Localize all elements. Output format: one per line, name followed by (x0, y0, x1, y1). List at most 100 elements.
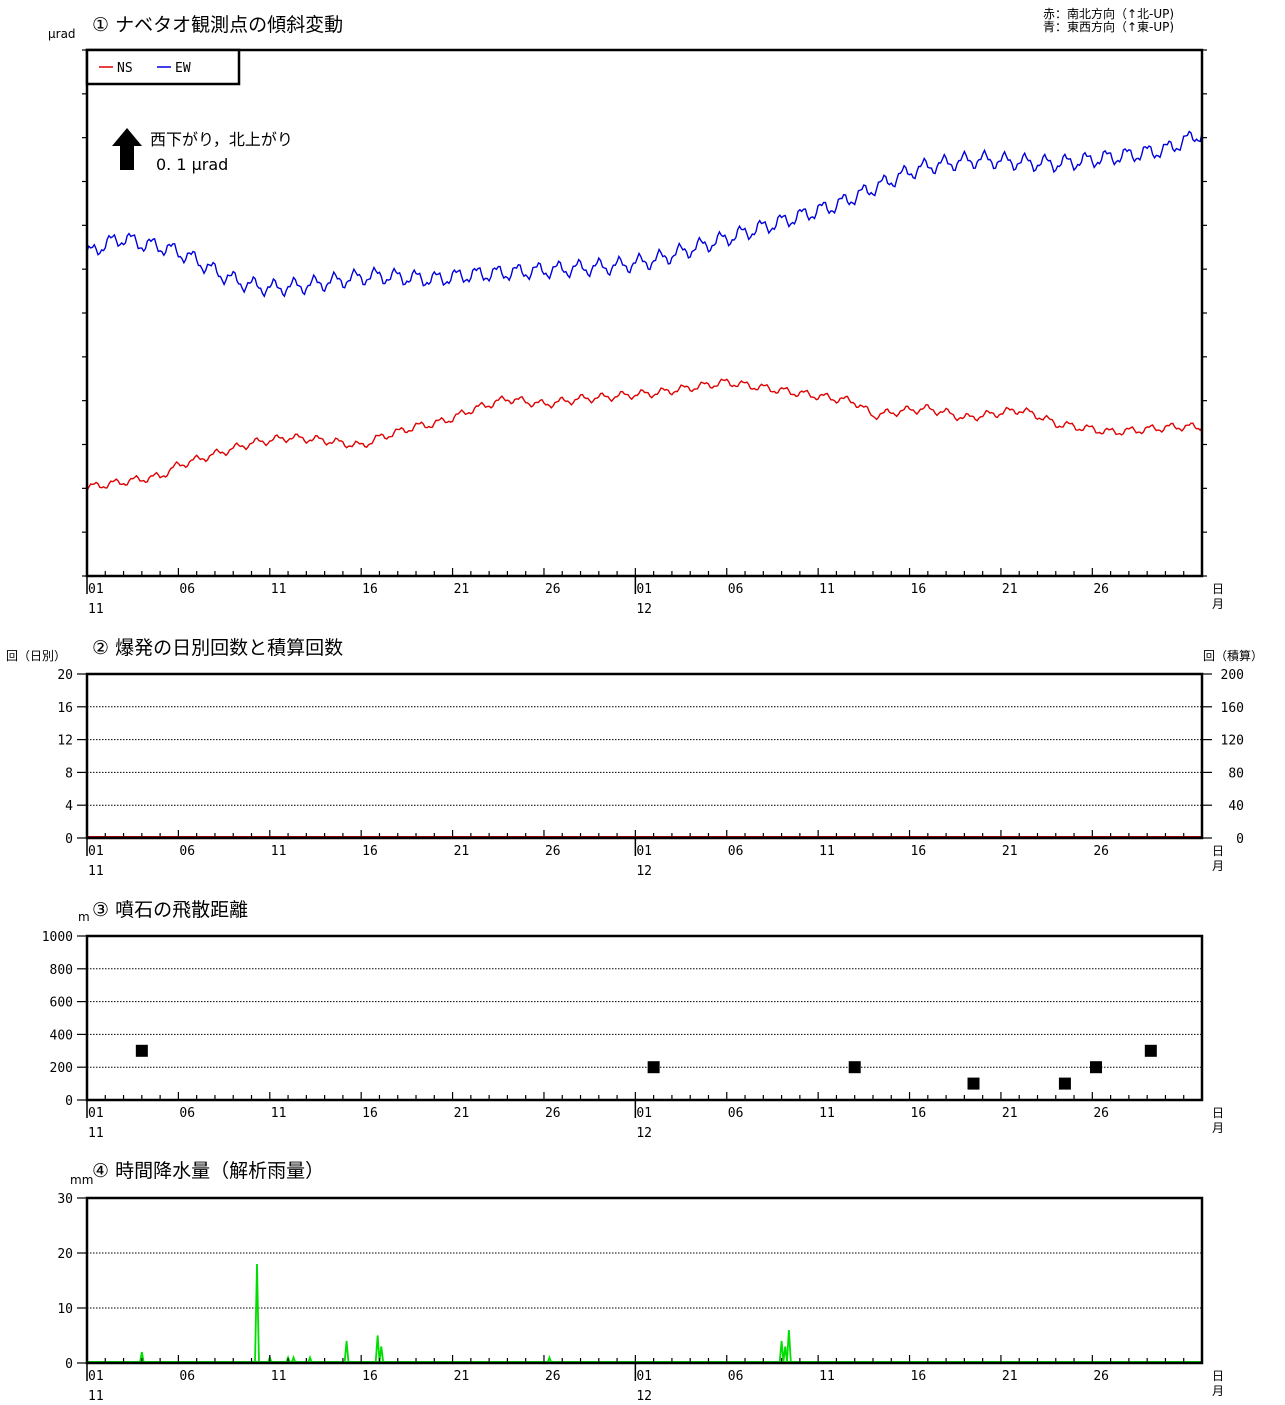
ejecta-points (135, 1044, 1157, 1090)
eruption-title: ② 爆発の日別回数と積算回数 (92, 637, 343, 659)
y-tick-label: 200 (50, 1061, 73, 1076)
x-month-label: 11 (88, 864, 104, 879)
eruption-grid: 0 0 4 40 8 80 12 120 16 160 20 200 (57, 668, 1244, 847)
tilt-frame (85, 48, 1204, 578)
ejecta-x-axis: 01 06 11 16 21 26 01 06 11 16 21 26 11 12 日月 (86, 1092, 1224, 1141)
rain-title: ④ 時間降水量（解析雨量） (92, 1160, 324, 1182)
x-tick-label: 21 (454, 582, 470, 597)
tilt-series-ns (86, 378, 1203, 492)
x-tick-label: 21 (1002, 582, 1018, 597)
y-tick-label: 4 (65, 799, 73, 814)
y-tick-label: 10 (57, 1302, 73, 1317)
x-tick-label: 26 (1093, 844, 1109, 859)
y-tick-label: 30 (57, 1192, 73, 1207)
y-tick-label-right: 80 (1228, 766, 1244, 781)
x-tick-label: 11 (819, 582, 835, 597)
ejecta-grid: 0 200 400 600 800 1000 (42, 930, 1202, 1109)
x-tick-label: 21 (1002, 1106, 1018, 1121)
x-tick-label: 21 (1002, 1369, 1018, 1384)
x-tick-label: 11 (271, 1369, 287, 1384)
x-tick-label: 11 (819, 1106, 835, 1121)
ejecta-point (1144, 1044, 1157, 1057)
x-tick-label: 16 (362, 582, 378, 597)
tilt-ylabel: μrad (48, 27, 76, 41)
x-tick-label: 06 (179, 1106, 195, 1121)
x-tick-label: 11 (271, 582, 287, 597)
x-tick-label: 06 (179, 582, 195, 597)
x-tick-label: 06 (728, 582, 744, 597)
x-tick-label: 06 (179, 844, 195, 859)
x-tick-label: 01 (88, 844, 104, 859)
y-tick-label-right: 160 (1221, 701, 1244, 716)
x-unit-day: 日 (1212, 582, 1224, 596)
x-tick-label: 16 (362, 1106, 378, 1121)
x-unit-day: 日 (1212, 1369, 1224, 1383)
scale-up-arrow-icon (112, 128, 142, 170)
tilt-panel: ① ナベタオ観測点の傾斜変動 μrad NS EW 西下がり，北上がり 0. 1… (48, 14, 1224, 617)
rain-spike (378, 1346, 385, 1364)
y-tick-label-right: 120 (1221, 734, 1244, 749)
x-unit-day: 日 (1212, 1106, 1224, 1120)
ejecta-title: ③ 噴石の飛散距離 (92, 899, 248, 921)
x-tick-label: 21 (454, 1106, 470, 1121)
x-tick-label: 06 (728, 844, 744, 859)
rain-grid: 0 10 20 30 (57, 1192, 1202, 1372)
tilt-title: ① ナベタオ観測点の傾斜変動 (92, 14, 343, 36)
x-tick-label: 01 (636, 1369, 652, 1384)
eruption-frame (85, 672, 1204, 840)
rain-spike (778, 1340, 785, 1364)
tilt-x-axis: 01 06 11 16 21 26 01 06 11 16 21 26 11 12 日月 (86, 568, 1224, 617)
y-tick-label: 800 (50, 963, 73, 978)
ejecta-frame (85, 934, 1204, 1102)
eruption-ylabel-right: 回（積算） (1203, 648, 1263, 663)
x-tick-label: 01 (636, 582, 652, 597)
rain-spike (254, 1263, 260, 1364)
y-tick-label-right: 200 (1221, 668, 1244, 683)
x-tick-label: 01 (88, 582, 104, 597)
rain-spike (290, 1354, 297, 1364)
header-note-line1: 赤：南北方向（↑北-UP) (1043, 6, 1174, 21)
x-unit-month: 月 (1212, 1121, 1224, 1135)
x-month-label: 12 (636, 864, 652, 879)
x-month-label: 12 (636, 1389, 652, 1404)
rain-spike (343, 1340, 350, 1364)
x-month-label: 12 (636, 602, 652, 617)
y-tick-label: 400 (50, 1028, 73, 1043)
x-tick-label: 26 (1093, 1106, 1109, 1121)
x-unit-month: 月 (1212, 859, 1224, 873)
eruption-ylabel-left: 回（日別） (6, 649, 66, 663)
rain-series (87, 1263, 1202, 1364)
legend-ew-label: EW (175, 61, 191, 76)
rain-spike (546, 1354, 553, 1364)
ejecta-point (647, 1061, 660, 1074)
x-tick-label: 26 (1093, 582, 1109, 597)
ejecta-point (135, 1044, 148, 1057)
x-tick-label: 11 (271, 844, 287, 859)
x-month-label: 11 (88, 1389, 104, 1404)
y-tick-label: 0 (65, 1094, 73, 1109)
x-tick-label: 26 (545, 844, 561, 859)
x-unit-month: 月 (1212, 597, 1224, 611)
x-month-label: 11 (88, 602, 104, 617)
x-tick-label: 01 (636, 844, 652, 859)
x-tick-label: 16 (911, 844, 927, 859)
y-tick-label-right: 0 (1236, 832, 1244, 847)
x-tick-label: 06 (728, 1106, 744, 1121)
y-tick-label: 600 (50, 996, 73, 1011)
rain-ylabel: mm (70, 1173, 93, 1187)
tilt-series-group (86, 130, 1203, 492)
x-tick-label: 16 (362, 844, 378, 859)
x-tick-label: 16 (911, 582, 927, 597)
x-unit-day: 日 (1212, 844, 1224, 858)
tilt-y-ticks (82, 49, 1207, 577)
x-tick-label: 01 (636, 1106, 652, 1121)
rain-spike (786, 1329, 792, 1364)
x-tick-label: 11 (819, 1369, 835, 1384)
x-tick-label: 26 (545, 1369, 561, 1384)
y-tick-label-right: 40 (1228, 799, 1244, 814)
x-tick-label: 26 (1093, 1369, 1109, 1384)
y-tick-label: 16 (57, 701, 73, 716)
